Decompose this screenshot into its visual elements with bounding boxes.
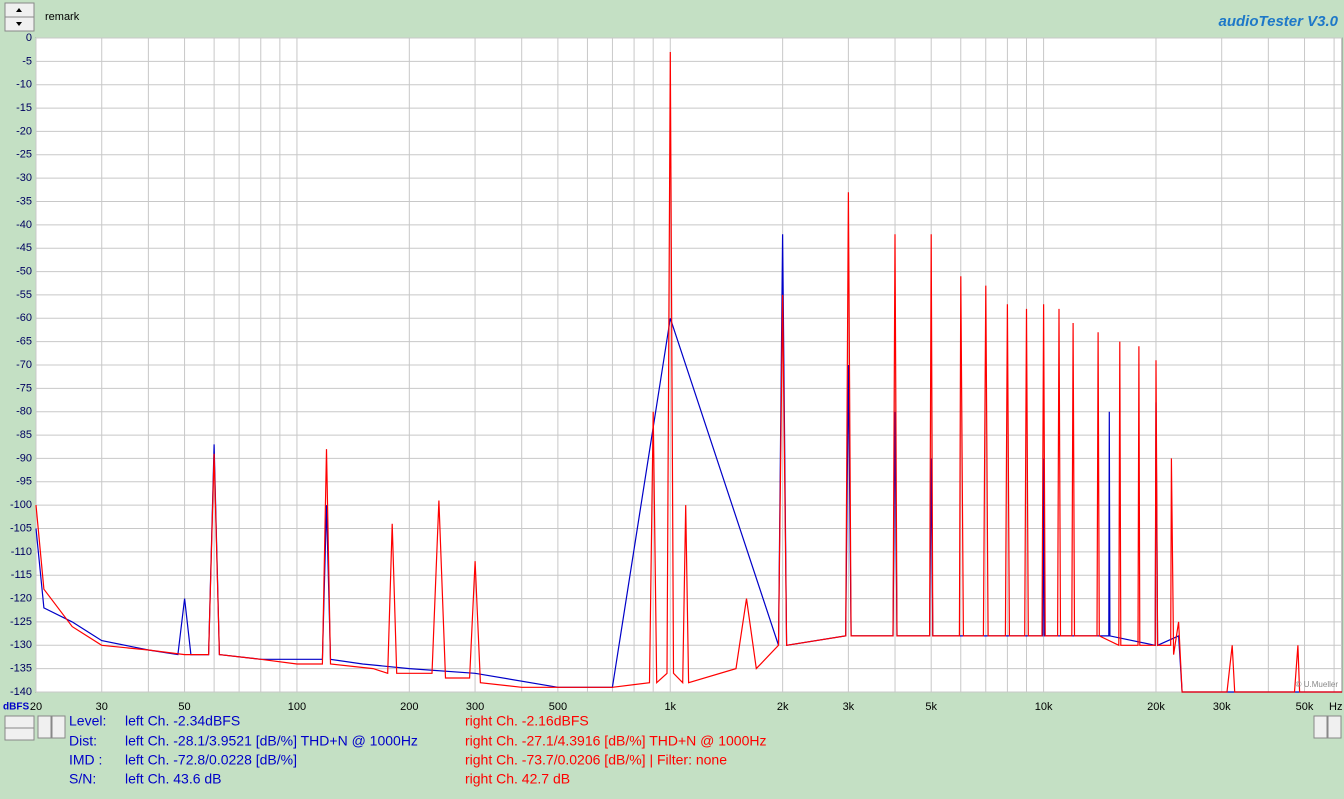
copyright: © U.Mueller xyxy=(1296,680,1339,689)
info-left: left Ch. -72.8/0.0228 [dB/%] xyxy=(125,752,297,768)
x-tick-label: 50k xyxy=(1296,701,1314,713)
x-tick-label: 10k xyxy=(1035,701,1053,713)
info-label: Dist: xyxy=(69,733,97,749)
x-tick-label: 5k xyxy=(925,701,937,713)
spin-arrows xyxy=(16,8,22,26)
info-label: IMD : xyxy=(69,752,102,768)
spin-down-2[interactable] xyxy=(4,727,35,741)
y-tick-label: -65 xyxy=(16,336,32,348)
x-tick-label: 30 xyxy=(96,701,108,713)
y-tick-label: 0 xyxy=(26,32,32,44)
x-tick-label: 300 xyxy=(466,701,484,713)
traces xyxy=(35,51,1342,693)
scroll-left[interactable] xyxy=(37,715,52,739)
x-tick-label: 50 xyxy=(178,701,190,713)
y-tick-label: -40 xyxy=(16,219,32,231)
y-tick-label: -110 xyxy=(11,546,32,558)
y-tick-label: -10 xyxy=(16,79,32,91)
info-right: right Ch. 42.7 dB xyxy=(465,771,570,787)
x-tick-label: 200 xyxy=(400,701,418,713)
spin-up-2[interactable] xyxy=(4,715,35,729)
x-tick-label: 2k xyxy=(777,701,789,713)
x-tick-label: 100 xyxy=(288,701,306,713)
info-left: left Ch. -28.1/3.9521 [dB/%] THD+N @ 100… xyxy=(125,733,418,749)
scroll-left-r[interactable] xyxy=(1313,715,1328,739)
trace xyxy=(35,51,1342,693)
info-panel: Level: left Ch. -2.34dBFS right Ch. -2.16d… xyxy=(69,713,767,787)
info-left: left Ch. -2.34dBFS xyxy=(125,713,240,729)
y-tick-label: -75 xyxy=(16,382,32,394)
y-tick-label: -25 xyxy=(16,149,32,161)
scroll-right[interactable] xyxy=(51,715,66,739)
y-tick-label: -20 xyxy=(16,125,32,137)
y-tick-label: -85 xyxy=(16,429,32,441)
info-right: right Ch. -27.1/4.3916 [dB/%] THD+N @ 10… xyxy=(465,733,767,749)
x-tick-label: 3k xyxy=(843,701,855,713)
x-tick-label: 30k xyxy=(1213,701,1231,713)
y-tick-label: -95 xyxy=(16,476,32,488)
scroll-right-r[interactable] xyxy=(1327,715,1342,739)
info-label: Level: xyxy=(69,713,106,729)
x-tick-label: 20k xyxy=(1147,701,1165,713)
y-tick-label: -5 xyxy=(22,55,32,67)
y-tick-label: -80 xyxy=(16,406,32,418)
y-tick-label: -105 xyxy=(10,522,32,534)
y-tick-label: -70 xyxy=(16,359,32,371)
y-tick-label: -45 xyxy=(16,242,32,254)
y-tick-label: -50 xyxy=(16,265,32,277)
x-tick-label: 1k xyxy=(664,701,676,713)
app-title: audioTester V3.0 xyxy=(1219,13,1339,30)
y-tick-label: -120 xyxy=(10,592,32,604)
y-tick-label: -130 xyxy=(10,639,32,651)
y-tick-label: -30 xyxy=(16,172,32,184)
y-tick-label: -100 xyxy=(10,499,32,511)
info-label: S/N: xyxy=(69,771,96,787)
info-left: left Ch. 43.6 dB xyxy=(125,771,222,787)
y-tick-label: -125 xyxy=(10,616,32,628)
y-tick-label: -35 xyxy=(16,195,32,207)
y-tick-label: -115 xyxy=(11,569,32,581)
grid: 0 -5 -10 -15 -20 -25 -30 -35 -40 -45 -50 -55 -60 -65 -… xyxy=(10,32,1342,713)
info-right: right Ch. -73.7/0.0206 [dB/%] | Filter: … xyxy=(465,752,727,768)
y-tick-label: -15 xyxy=(16,102,32,114)
x-unit: Hz xyxy=(1329,701,1342,713)
y-tick-label: -90 xyxy=(16,452,32,464)
y-axis-label: dBFS xyxy=(3,702,29,713)
x-tick-label: 500 xyxy=(549,701,567,713)
remark: remark xyxy=(45,11,80,23)
y-tick-label: -135 xyxy=(10,663,32,675)
x-tick-label: 20 xyxy=(30,701,42,713)
y-tick-label: -60 xyxy=(16,312,32,324)
y-tick-label: -140 xyxy=(10,686,32,698)
y-tick-label: -55 xyxy=(16,289,32,301)
info-right: right Ch. -2.16dBFS xyxy=(465,713,589,729)
